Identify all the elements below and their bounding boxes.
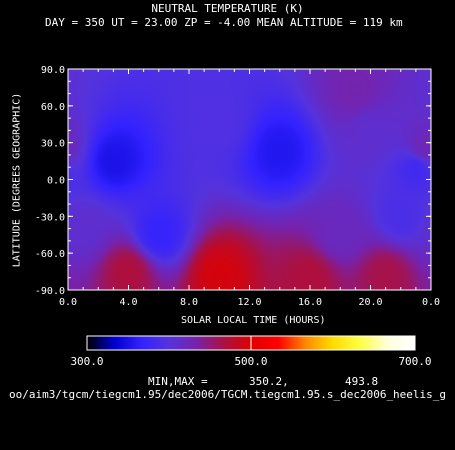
colorbar-label: 700.0: [398, 355, 431, 368]
colorbar-label: 300.0: [70, 355, 103, 368]
y-tick-label: 90.0: [41, 65, 65, 76]
y-tick-label: 0.0: [47, 176, 65, 187]
colorbar: 300.0 500.0 700.0: [70, 335, 432, 368]
y-tick-label: -60.0: [35, 249, 65, 260]
chart-subtitle: DAY = 350 UT = 23.00 ZP = -4.00 MEAN ALT…: [45, 16, 403, 29]
x-tick-label: 8.0: [180, 297, 198, 308]
y-tick-label: 30.0: [41, 139, 65, 150]
x-tick-label: 0.0: [59, 297, 77, 308]
minmax-label: MIN,MAX =: [148, 375, 208, 388]
file-path: oo/aim3/tgcm/tiegcm1.95/dec2006/TGCM.tie…: [8, 389, 447, 401]
x-axis: 0.0 4.0 8.0 12.0 16.0 20.0 0.0: [59, 69, 440, 308]
x-tick-label: 16.0: [298, 297, 322, 308]
x-tick-label: 20.0: [358, 297, 382, 308]
min-value: 350.2,: [249, 375, 289, 388]
max-value: 493.8: [345, 375, 379, 388]
heatmap-canvas: [68, 69, 431, 290]
plot-area: [67, 68, 432, 291]
x-tick-label: 12.0: [237, 297, 261, 308]
colorbar-label: 500.0: [234, 355, 267, 368]
x-axis-label: SOLAR LOCAL TIME (HOURS): [181, 315, 326, 326]
y-tick-label: 60.0: [41, 102, 65, 113]
y-tick-label: -30.0: [35, 212, 65, 223]
x-tick-label: 0.0: [422, 297, 440, 308]
y-tick-label: -90.0: [35, 286, 65, 297]
x-tick-label: 4.0: [119, 297, 137, 308]
y-axis: 90.0 60.0 30.0 0.0 -30.0 -60.0 -90.0: [35, 65, 431, 297]
chart-title: NEUTRAL TEMPERATURE (K): [151, 2, 304, 15]
